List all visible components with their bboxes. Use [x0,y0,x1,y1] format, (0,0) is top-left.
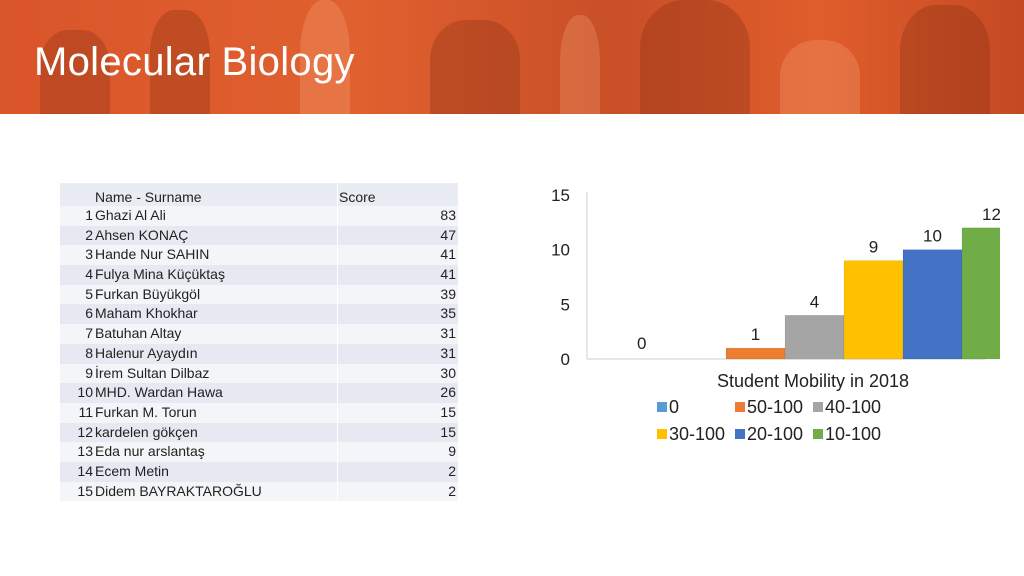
row-name: Batuhan Altay [95,325,182,342]
table-row: 3 Hande Nur SAHIN 41 [60,245,458,266]
row-number: 6 [85,305,93,322]
y-tick-label: 10 [551,241,570,260]
row-name: Furkan Büyükgöl [95,285,201,302]
row-name: kardelen gökçen [95,423,198,440]
row-name: Hande Nur SAHIN [95,246,210,263]
legend-swatch-20-100 [735,429,745,439]
row-number: 11 [78,403,93,420]
data-label: 0 [637,334,646,353]
row-score: 35 [337,304,458,325]
row-number: 15 [77,482,93,499]
row-number: 12 [77,423,93,440]
legend-label-40-100: 40-100 [825,397,881,417]
row-score: 26 [337,383,458,403]
row-number: 5 [85,285,93,302]
table-row: 12 kardelen gökçen 15 [60,422,458,443]
bar-20-100 [902,249,963,360]
column-header-score: Score [337,183,458,206]
row-name: İrem Sultan Dilbaz [95,364,210,381]
row-name: MHD. Wardan Hawa [95,384,223,401]
row-score: 41 [337,245,458,266]
bar-40-100 [784,315,845,360]
chart-title: Student Mobility in 2018 [717,371,909,391]
table-row: 13 Eda nur arslantaş 9 [60,442,458,462]
y-tick-label: 0 [561,350,570,369]
data-label: 1 [751,325,760,344]
row-number: 9 [85,364,93,381]
mobility-chart: 0 5 10 15 0 1 4 9 10 12 Student Mobility in 2018 0 5… [551,186,1000,444]
row-number: 2 [85,226,93,243]
table-row: 9 İrem Sultan Dilbaz 30 [60,363,458,384]
row-name: Didem BAYRAKTAROĞLU [95,482,262,499]
row-number: 10 [77,384,93,401]
column-header-name: Name - Surname [95,189,202,205]
legend-swatch-30-100 [657,429,667,439]
row-number: 1 [85,207,93,223]
legend-swatch-50-100 [735,402,745,412]
table-row: 7 Batuhan Altay 31 [60,324,458,344]
table-row: 5 Furkan Büyükgöl 39 [60,284,458,305]
row-name: Furkan M. Torun [95,403,197,420]
row-score: 15 [337,402,458,423]
data-label: 4 [810,292,819,311]
legend-label-20-100: 20-100 [747,424,803,444]
scores-table: Name - Surname Score 1 Ghazi Al Ali 83 2 Ah… [60,183,458,502]
header-banner: Molecular Biology [0,0,1024,114]
row-score: 31 [337,324,458,344]
row-number: 3 [85,246,93,263]
row-score: 39 [337,284,458,305]
table-header: Name - Surname Score [60,183,458,206]
legend-label-0: 0 [669,397,679,417]
row-score: 2 [337,481,458,502]
row-name: Ahsen KONAÇ [95,226,189,243]
row-number: 14 [77,462,93,479]
row-name: Halenur Ayaydın [95,344,198,361]
row-name: Ghazi Al Ali [95,207,166,223]
data-label: 9 [869,238,878,257]
row-score: 2 [337,461,458,482]
bar-10-100 [961,227,1000,360]
row-score: 9 [337,442,458,462]
y-tick-label: 15 [551,186,570,205]
row-name: Maham Khokhar [95,305,198,322]
table-row: 14 Ecem Metin 2 [60,461,458,482]
row-score: 15 [337,422,458,443]
legend-swatch-40-100 [813,402,823,412]
bar-30-100 [843,260,904,360]
row-score: 83 [337,206,458,226]
data-label: 10 [923,227,942,246]
bar-50-100 [725,347,786,360]
row-score: 47 [337,225,458,246]
table-row: 6 Maham Khokhar 35 [60,304,458,325]
table-row: 4 Fulya Mina Küçüktaş 41 [60,265,458,285]
legend-label-10-100: 10-100 [825,424,881,444]
row-name: Ecem Metin [95,462,169,479]
row-name: Fulya Mina Küçüktaş [95,266,225,283]
row-score: 41 [337,265,458,285]
row-score: 30 [337,363,458,384]
table-row: 15 Didem BAYRAKTAROĞLU 2 [60,481,458,502]
row-name: Eda nur arslantaş [95,443,205,460]
table-row: 10 MHD. Wardan Hawa 26 [60,383,458,403]
row-number: 4 [85,266,93,283]
legend-swatch-0 [657,402,667,412]
table-row: 2 Ahsen KONAÇ 47 [60,225,458,246]
row-number: 7 [85,325,93,342]
table-row: 11 Furkan M. Torun 15 [60,402,458,423]
legend-swatch-10-100 [813,429,823,439]
row-score: 31 [337,343,458,364]
legend-label-30-100: 30-100 [669,424,725,444]
table-row: 1 Ghazi Al Ali 83 [60,206,458,226]
legend-label-50-100: 50-100 [747,397,803,417]
data-label: 12 [982,205,1000,224]
y-tick-label: 5 [561,295,570,314]
table-row: 8 Halenur Ayaydın 31 [60,343,458,364]
row-number: 8 [85,344,93,361]
row-number: 13 [77,443,93,460]
page-title: Molecular Biology [34,40,355,84]
